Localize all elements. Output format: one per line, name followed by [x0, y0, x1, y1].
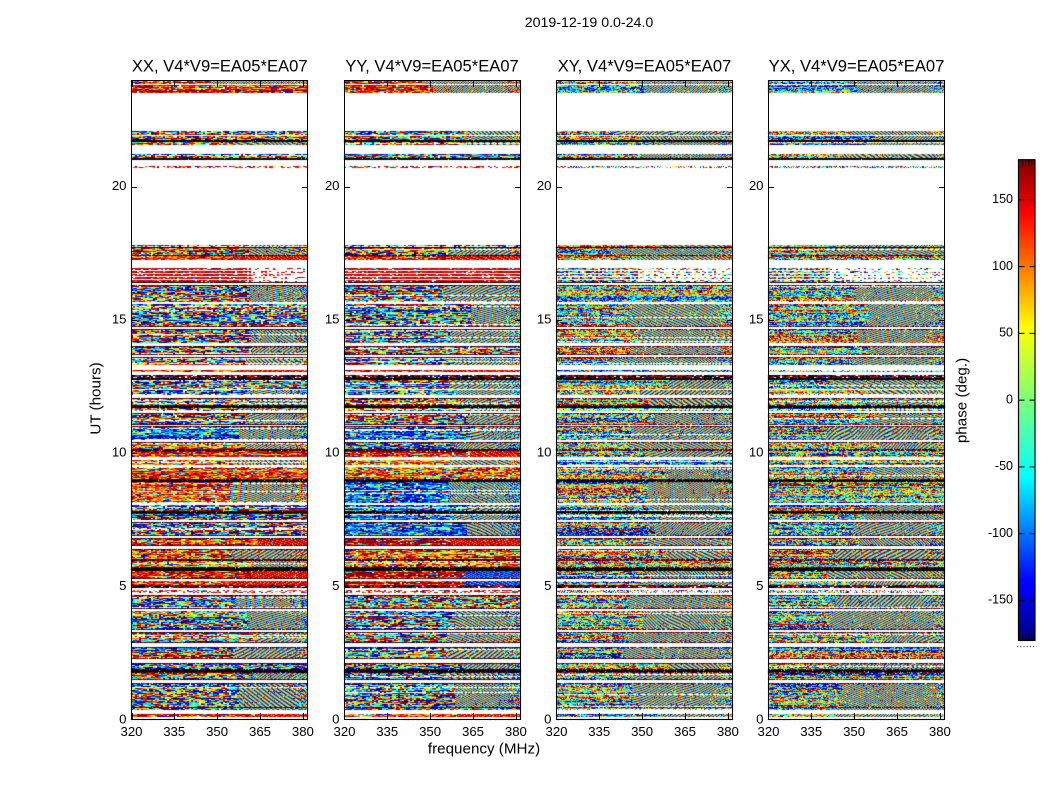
svg-text:320: 320 — [545, 724, 567, 739]
svg-text:365: 365 — [674, 724, 696, 739]
svg-text:2019-12-19 0.0-24.0: 2019-12-19 0.0-24.0 — [525, 15, 654, 31]
svg-text:350: 350 — [419, 724, 441, 739]
svg-text:100: 100 — [992, 259, 1013, 273]
svg-text:335: 335 — [376, 724, 398, 739]
svg-text:380: 380 — [292, 724, 314, 739]
svg-text:320: 320 — [120, 724, 142, 739]
svg-text:365: 365 — [886, 724, 908, 739]
svg-text:0: 0 — [544, 711, 551, 726]
svg-text:320: 320 — [333, 724, 355, 739]
svg-text:380: 380 — [505, 724, 527, 739]
svg-text:0: 0 — [119, 711, 126, 726]
svg-text:5: 5 — [332, 578, 339, 593]
svg-text:YY, V4*V9=EA05*EA07: YY, V4*V9=EA05*EA07 — [345, 57, 519, 76]
svg-text:20: 20 — [749, 178, 764, 193]
svg-text:-100: -100 — [988, 526, 1013, 540]
svg-text:10: 10 — [537, 445, 552, 460]
svg-text:UT (hours): UT (hours) — [88, 362, 105, 434]
svg-text:380: 380 — [929, 724, 951, 739]
svg-text:10: 10 — [325, 445, 340, 460]
svg-text:15: 15 — [537, 311, 552, 326]
svg-text:0: 0 — [756, 711, 763, 726]
svg-text:335: 335 — [588, 724, 610, 739]
svg-text:15: 15 — [749, 311, 764, 326]
svg-text:350: 350 — [631, 724, 653, 739]
svg-text:5: 5 — [119, 578, 126, 593]
svg-text:20: 20 — [325, 178, 340, 193]
svg-text:350: 350 — [206, 724, 228, 739]
svg-text:20: 20 — [112, 178, 127, 193]
svg-text:phase (deg.): phase (deg.) — [954, 358, 971, 443]
svg-text:365: 365 — [462, 724, 484, 739]
svg-text:frequency (MHz): frequency (MHz) — [428, 741, 540, 758]
svg-text:-150: -150 — [988, 593, 1013, 607]
svg-text:20: 20 — [537, 178, 552, 193]
svg-text:XY, V4*V9=EA05*EA07: XY, V4*V9=EA05*EA07 — [558, 57, 732, 76]
svg-text:-50: -50 — [995, 459, 1013, 473]
svg-text:150: 150 — [992, 192, 1013, 206]
svg-text:0: 0 — [1006, 392, 1013, 406]
svg-text:10: 10 — [112, 445, 127, 460]
svg-text:335: 335 — [800, 724, 822, 739]
svg-text:5: 5 — [544, 578, 551, 593]
svg-text:350: 350 — [843, 724, 865, 739]
svg-text:365: 365 — [249, 724, 271, 739]
svg-text:0: 0 — [332, 711, 339, 726]
svg-text:15: 15 — [112, 311, 127, 326]
svg-text:15: 15 — [325, 311, 340, 326]
svg-text:XX, V4*V9=EA05*EA07: XX, V4*V9=EA05*EA07 — [132, 57, 308, 76]
svg-text:10: 10 — [749, 445, 764, 460]
svg-text:50: 50 — [999, 326, 1013, 340]
svg-text:320: 320 — [757, 724, 779, 739]
svg-text:335: 335 — [163, 724, 185, 739]
svg-text:380: 380 — [717, 724, 739, 739]
svg-text:YX, V4*V9=EA05*EA07: YX, V4*V9=EA05*EA07 — [769, 57, 945, 76]
svg-text:5: 5 — [756, 578, 763, 593]
